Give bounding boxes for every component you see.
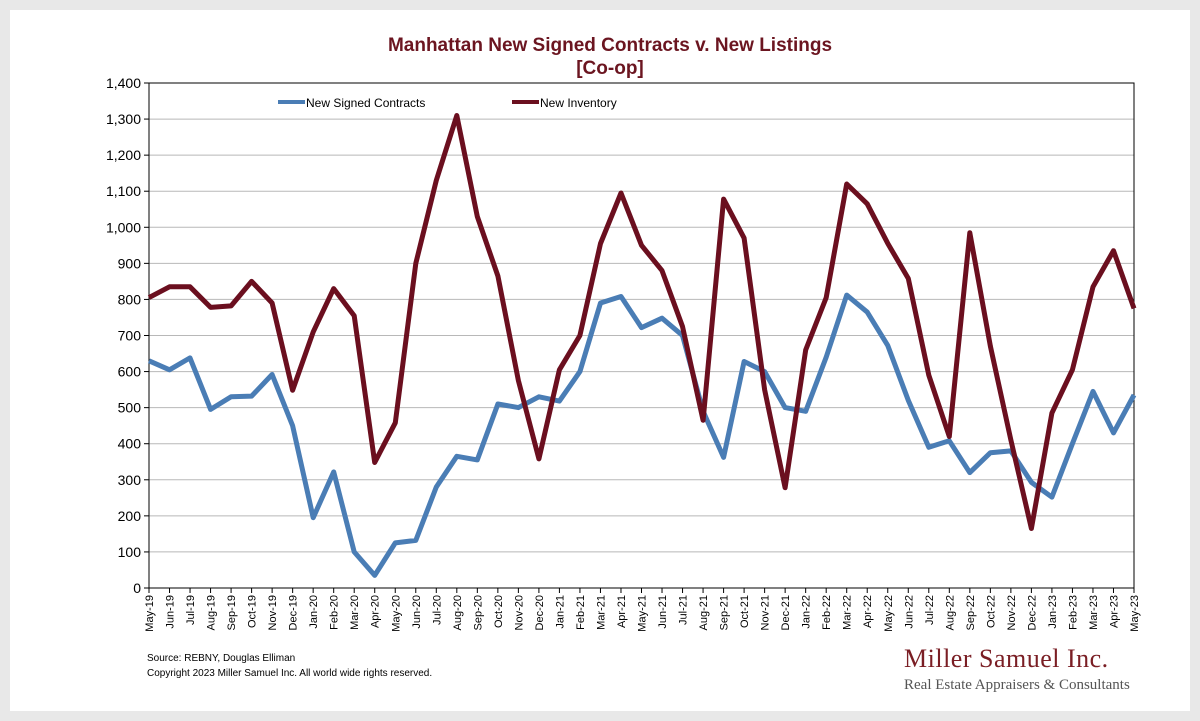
- series-lines: [147, 113, 1137, 578]
- brand-tagline: Real Estate Appraisers & Consultants: [904, 677, 1130, 693]
- x-tick-label: Nov-21: [760, 595, 772, 630]
- series-line-new-signed-contracts: [147, 292, 1137, 578]
- y-tick-label: 500: [118, 400, 142, 416]
- x-tick-label: Nov-22: [1006, 595, 1018, 630]
- chart-subtitle: [Co-op]: [576, 58, 644, 79]
- y-tick-label: 300: [118, 472, 142, 488]
- x-tick-label: May-19: [144, 595, 156, 632]
- x-tick-label: Apr-23: [1108, 595, 1120, 628]
- x-tick-label: May-21: [637, 595, 649, 632]
- x-tick-label: Jul-22: [924, 595, 936, 625]
- x-tick-label: Jan-23: [1047, 595, 1059, 629]
- x-tick-label: Sep-21: [719, 595, 731, 630]
- x-tick-label: May-23: [1129, 595, 1141, 632]
- x-tick-label: Jun-20: [411, 595, 423, 629]
- x-tick-label: Aug-20: [452, 595, 464, 630]
- x-tick-label: Nov-20: [513, 595, 525, 630]
- y-tick-label: 600: [118, 364, 142, 380]
- legend-label-contracts: New Signed Contracts: [306, 96, 425, 110]
- x-axis: May-19 Jun-19 Jul-19 Aug-19 Sep-19 Oct-19 Nov-…: [144, 588, 1141, 632]
- x-tick-label: Dec-20: [534, 595, 546, 630]
- x-tick-label: Sep-19: [226, 595, 238, 630]
- x-tick-label: Oct-22: [985, 595, 997, 628]
- x-tick-label: May-20: [390, 595, 402, 632]
- x-tick-label: Jun-19: [165, 595, 177, 629]
- y-tick-label: 100: [118, 544, 142, 560]
- x-tick-label: May-22: [883, 595, 895, 632]
- x-tick-label: Aug-19: [206, 595, 218, 630]
- x-tick-label: Jul-21: [678, 595, 690, 625]
- x-tick-label: Jan-21: [554, 595, 566, 629]
- y-tick-label: 200: [118, 508, 142, 524]
- x-tick-label: Sep-22: [965, 595, 977, 630]
- legend: New Signed Contracts New Inventory: [278, 96, 617, 110]
- x-tick-label: Mar-21: [595, 595, 607, 630]
- x-tick-label: Feb-22: [821, 595, 833, 630]
- y-axis: 0 100 200 300 400 500 600 700 800 900 1,000 1,100 1,…: [106, 75, 149, 596]
- x-tick-label: Jun-21: [657, 595, 669, 629]
- x-tick-label: Jan-22: [801, 595, 813, 629]
- x-tick-label: Apr-21: [616, 595, 628, 628]
- y-tick-label: 1,200: [106, 147, 141, 163]
- y-tick-label: 1,000: [106, 219, 141, 235]
- x-tick-label: Jul-20: [431, 595, 443, 625]
- x-tick-label: Dec-21: [780, 595, 792, 630]
- x-tick-label: Mar-22: [842, 595, 854, 630]
- y-tick-label: 700: [118, 328, 142, 344]
- source-note: Source: REBNY, Douglas Elliman: [147, 653, 296, 664]
- y-tick-label: 800: [118, 291, 142, 307]
- x-tick-label: Mar-20: [349, 595, 361, 630]
- x-tick-label: Apr-20: [370, 595, 382, 628]
- y-tick-label: 1,400: [106, 75, 141, 91]
- x-tick-label: Dec-19: [288, 595, 300, 630]
- legend-label-inventory: New Inventory: [540, 96, 617, 110]
- brand-logo: Miller Samuel Inc.: [904, 644, 1109, 673]
- x-tick-label: Feb-23: [1067, 595, 1079, 630]
- x-tick-label: Feb-20: [329, 595, 341, 630]
- x-tick-label: Jun-22: [903, 595, 915, 629]
- x-tick-label: Jan-20: [308, 595, 320, 629]
- x-tick-label: Jul-19: [185, 595, 197, 625]
- y-tick-label: 900: [118, 255, 142, 271]
- y-tick-label: 1,100: [106, 183, 141, 199]
- x-tick-label: Aug-21: [698, 595, 710, 630]
- x-tick-label: Aug-22: [944, 595, 956, 630]
- x-tick-label: Feb-21: [575, 595, 587, 630]
- x-tick-label: Apr-22: [862, 595, 874, 628]
- chart-title: Manhattan New Signed Contracts v. New Li…: [388, 35, 832, 56]
- x-tick-label: Oct-19: [247, 595, 259, 628]
- y-tick-label: 1,300: [106, 111, 141, 127]
- x-tick-label: Oct-20: [493, 595, 505, 628]
- x-tick-label: Dec-22: [1026, 595, 1038, 630]
- y-tick-label: 400: [118, 436, 142, 452]
- series-line-new-inventory: [147, 113, 1137, 531]
- y-tick-label: 0: [133, 580, 141, 596]
- x-tick-label: Sep-20: [472, 595, 484, 630]
- x-tick-label: Nov-19: [267, 595, 279, 630]
- x-tick-label: Mar-23: [1088, 595, 1100, 630]
- copyright-note: Copyright 2023 Miller Samuel Inc. All wo…: [147, 668, 433, 679]
- gridlines: [149, 118, 1134, 553]
- x-tick-label: Oct-21: [739, 595, 751, 628]
